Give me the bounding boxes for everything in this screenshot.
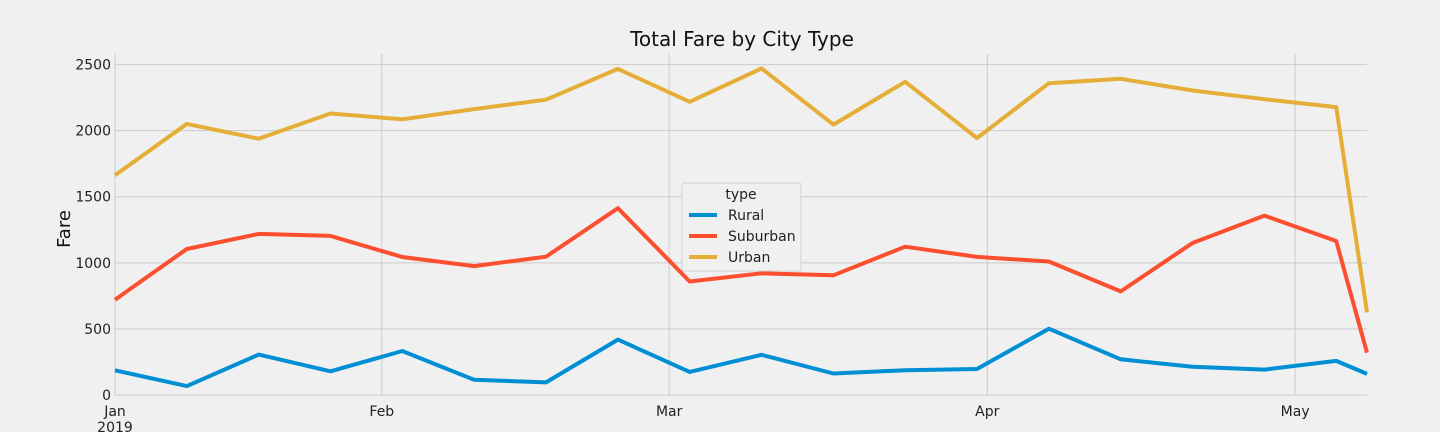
y-tick-label: 0 <box>102 388 111 404</box>
x-tick-label: Jan <box>103 404 126 420</box>
y-axis-label: Fare <box>54 210 75 248</box>
y-axis: 0 500 1000 1500 2000 2500 <box>75 58 111 404</box>
series-layer <box>113 66 1369 389</box>
x-tick-label: Mar <box>656 404 683 420</box>
y-tick-label: 1000 <box>75 256 111 272</box>
series-line-rural <box>114 326 1368 389</box>
x-tick-label: Apr <box>975 404 999 420</box>
y-tick-label: 500 <box>84 322 111 338</box>
legend-label-urban: Urban <box>728 250 770 266</box>
y-tick-label: 2000 <box>75 124 111 140</box>
legend-label-suburban: Suburban <box>728 229 796 245</box>
chart-title: Total Fare by City Type <box>629 27 854 51</box>
legend-items: Rural Suburban Urban <box>689 208 796 266</box>
x-tick-label: May <box>1281 404 1310 420</box>
legend-box <box>681 182 802 272</box>
legend-label-rural: Rural <box>728 208 764 224</box>
y-tick-label: 1500 <box>75 190 111 206</box>
series-line-urban <box>113 66 1369 313</box>
legend-title: type <box>725 187 756 203</box>
x-tick-label: Feb <box>369 404 394 420</box>
legend: type Rural Suburban Urban <box>681 182 802 272</box>
y-tick-label: 2500 <box>75 58 111 74</box>
series-line-suburban <box>113 206 1369 354</box>
x-tick-sublabel: 2019 <box>97 420 133 432</box>
